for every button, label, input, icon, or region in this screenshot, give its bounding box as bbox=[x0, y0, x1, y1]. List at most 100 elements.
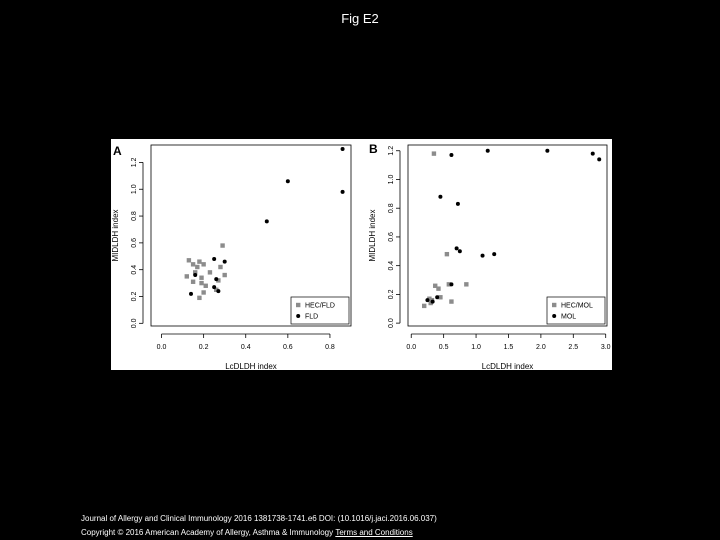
panel-a-x-axis-label: LcDLDH index bbox=[225, 362, 277, 370]
panel-a-point-hec-fld bbox=[218, 264, 223, 270]
panel-a-point-hec-fld bbox=[199, 280, 204, 286]
panel-a-point-fld bbox=[222, 259, 227, 264]
panel-a-point-hec-fld bbox=[190, 262, 196, 267]
panel-a-y-tick-label: 0.8 bbox=[131, 211, 138, 221]
panel-b-point-mol bbox=[454, 246, 459, 251]
panel-a-point-fld bbox=[340, 147, 345, 152]
panel-b-point-hec-mol bbox=[428, 300, 433, 306]
panel-b-point-mol bbox=[545, 148, 550, 153]
panel-b-point-hec-mol bbox=[444, 251, 450, 257]
panel-b-point-mol bbox=[435, 295, 440, 300]
panel-b-point-mol bbox=[590, 151, 595, 156]
panel-a-point-hec-fld bbox=[220, 243, 225, 248]
panel-b-point-mol bbox=[597, 157, 602, 162]
panel-b-legend-marker-mol bbox=[552, 314, 557, 318]
panel-a-legend-marker-fld bbox=[296, 314, 301, 318]
panel-b-legend-box bbox=[546, 296, 606, 325]
panel-b-point-hec-mol bbox=[422, 303, 427, 309]
panel-b-point-mol bbox=[457, 249, 462, 254]
figure-panel: A 0.0 0.2 0.4 0.6 0.8 LcDLDH index 0.0 0.2 0.4 0.6… bbox=[111, 139, 612, 370]
panel-b-x-tick-label: 2.0 bbox=[536, 344, 546, 351]
copyright-text: Copyright © 2016 American Academy of All… bbox=[81, 528, 334, 537]
panel-b-point-hec-mol bbox=[436, 286, 441, 291]
panel-a-y-axis-label: MIDLDH index bbox=[111, 209, 120, 261]
panel-b-point-hec-mol bbox=[427, 296, 432, 301]
panel-a-point-fld bbox=[285, 179, 290, 184]
panel-a-y-tick-label: 0.0 bbox=[131, 318, 138, 328]
panel-a-point-hec-fld bbox=[197, 259, 202, 264]
panel-a-point-hec-fld bbox=[190, 279, 196, 284]
panel-b-point-mol bbox=[438, 194, 443, 199]
panel-a-point-hec-fld bbox=[207, 270, 213, 275]
panel-a-y-tick-label: 0.2 bbox=[131, 292, 138, 302]
panel-b-point-hec-mol bbox=[464, 282, 469, 287]
panel-b-point-mol bbox=[455, 201, 460, 206]
panel-a-point-hec-fld bbox=[203, 283, 208, 288]
panel-a-legend-box bbox=[290, 296, 350, 325]
panel-b-x-tick-label: 0.0 bbox=[406, 344, 416, 351]
panel-a-point-fld bbox=[212, 285, 217, 290]
panel-a-point-fld bbox=[212, 256, 217, 261]
panel-b-point-hec-mol bbox=[433, 283, 438, 288]
panel-b-y-tick-label: 0.6 bbox=[388, 232, 395, 242]
panel-b-y-tick-label: 1.0 bbox=[388, 175, 395, 185]
panel-a-point-fld bbox=[193, 273, 198, 278]
panel-a-point-hec-fld bbox=[195, 264, 200, 270]
panel-b-point-mol bbox=[425, 298, 430, 303]
panel-a-legend-label-hec-fld: HEC/FLD bbox=[305, 303, 335, 310]
panel-b-y-tick-label: 0.4 bbox=[388, 261, 395, 271]
panel-b-point-hec-mol bbox=[449, 299, 454, 304]
panel-a-x-tick-label: 0.2 bbox=[199, 344, 209, 351]
panel-a-point-hec-fld bbox=[193, 270, 198, 275]
panel-b-point-mol bbox=[449, 153, 454, 158]
panel-b-point-hec-mol bbox=[438, 295, 443, 300]
panel-b-y-tick-label: 0.0 bbox=[388, 318, 395, 328]
panel-a-point-fld bbox=[216, 289, 221, 294]
panel-a-point-hec-fld bbox=[222, 272, 227, 278]
panel-b-point-mol bbox=[485, 148, 490, 153]
panel-a-point-hec-fld bbox=[186, 258, 192, 263]
panel-b-x-tick-label: 3.0 bbox=[601, 344, 611, 351]
panel-a-point-fld bbox=[340, 189, 345, 194]
panel-a-point-fld bbox=[214, 277, 219, 282]
panel-a-point-fld bbox=[189, 291, 193, 296]
panel-a-x-tick-label: 0.0 bbox=[157, 344, 167, 351]
panel-b-y-tick-label: 1.2 bbox=[388, 146, 395, 156]
panel-a-plot-frame bbox=[150, 144, 352, 327]
panel-a-legend-label-fld: FLD bbox=[305, 314, 318, 321]
panel-b-point-mol bbox=[449, 282, 454, 287]
terms-and-conditions-link[interactable]: Terms and Conditions bbox=[335, 528, 413, 537]
panel-b-point-mol bbox=[492, 252, 497, 257]
panel-a-y-tick-label: 0.4 bbox=[131, 265, 138, 275]
panel-b-legend-marker-hec-mol bbox=[552, 302, 557, 308]
panel-a-x-tick-label: 0.8 bbox=[325, 344, 335, 351]
panel-a-x-tick-label: 0.6 bbox=[283, 344, 293, 351]
panel-a-legend-marker-hec-fld bbox=[296, 302, 301, 308]
panel-b-legend-label-hec-mol: HEC/MOL bbox=[561, 303, 593, 310]
panel-b-label: B bbox=[369, 142, 378, 156]
panel-b-point-mol bbox=[480, 253, 485, 258]
panel-a-y-tick-label: 1.2 bbox=[131, 157, 138, 167]
panel-a-point-hec-fld bbox=[184, 274, 189, 279]
panel-b-point-hec-mol bbox=[446, 282, 452, 287]
panel-a-y-tick-label: 1.0 bbox=[131, 184, 138, 194]
panel-a-label: A bbox=[113, 144, 122, 158]
panel-b-x-tick-label: 1.0 bbox=[471, 344, 481, 351]
panel-a-point-hec-fld bbox=[216, 278, 221, 283]
panel-b-x-tick-label: 0.5 bbox=[439, 344, 449, 351]
slide-title: Fig E2 bbox=[341, 11, 379, 26]
panel-a-point-hec-fld bbox=[199, 275, 204, 280]
panel-a-y-tick-label: 0.6 bbox=[131, 238, 138, 248]
panel-a-point-hec-fld bbox=[201, 262, 206, 267]
panel-a-point-hec-fld bbox=[214, 287, 219, 292]
copyright-line: Copyright © 2016 American Academy of All… bbox=[81, 528, 413, 537]
panel-b-y-tick-label: 0.2 bbox=[388, 289, 395, 299]
figure-svg: A 0.0 0.2 0.4 0.6 0.8 LcDLDH index 0.0 0.2 0.4 0.6… bbox=[111, 142, 611, 370]
panel-a-point-hec-fld bbox=[197, 295, 202, 301]
citation-text: Journal of Allergy and Clinical Immunolo… bbox=[81, 514, 437, 523]
panel-b-plot-frame bbox=[407, 144, 608, 327]
panel-a-x-tick-label: 0.4 bbox=[241, 344, 251, 351]
panel-b-legend-label-mol: MOL bbox=[561, 314, 576, 321]
panel-b-x-tick-label: 2.5 bbox=[568, 344, 578, 351]
panel-a-point-fld bbox=[264, 219, 269, 224]
